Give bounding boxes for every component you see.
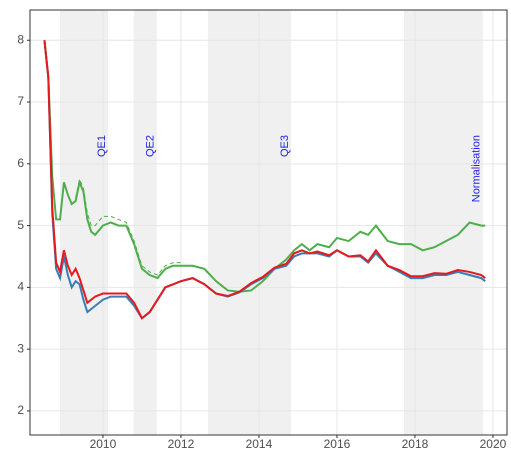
- region-label: QE1: [96, 135, 108, 157]
- x-tick-label: 2012: [168, 437, 195, 450]
- x-tick-label: 2020: [480, 437, 507, 450]
- x-tick-label: 2010: [90, 437, 117, 450]
- y-tick-label: 5: [17, 218, 24, 232]
- region-label: QE2: [145, 135, 157, 157]
- y-tick-label: 2: [17, 403, 24, 417]
- shaded-region: [60, 10, 109, 435]
- x-tick-label: 2016: [324, 437, 351, 450]
- region-label: Normalisation: [471, 135, 483, 202]
- region-label: QE3: [279, 135, 291, 157]
- panel-border: [29, 9, 508, 436]
- series-line: [75, 177, 181, 276]
- shaded-region: [207, 10, 291, 435]
- x-tick-label: 2018: [402, 437, 429, 450]
- series-line: [43, 40, 486, 293]
- x-tick-label: 2014: [246, 437, 273, 450]
- series-line: [43, 40, 486, 320]
- y-tick-label: 3: [17, 341, 24, 355]
- y-tick-label: 4: [17, 280, 24, 294]
- y-tick-label: 8: [17, 32, 24, 46]
- shaded-region: [133, 10, 157, 435]
- y-tick-label: 6: [17, 156, 24, 170]
- y-tick-label: 7: [17, 94, 24, 108]
